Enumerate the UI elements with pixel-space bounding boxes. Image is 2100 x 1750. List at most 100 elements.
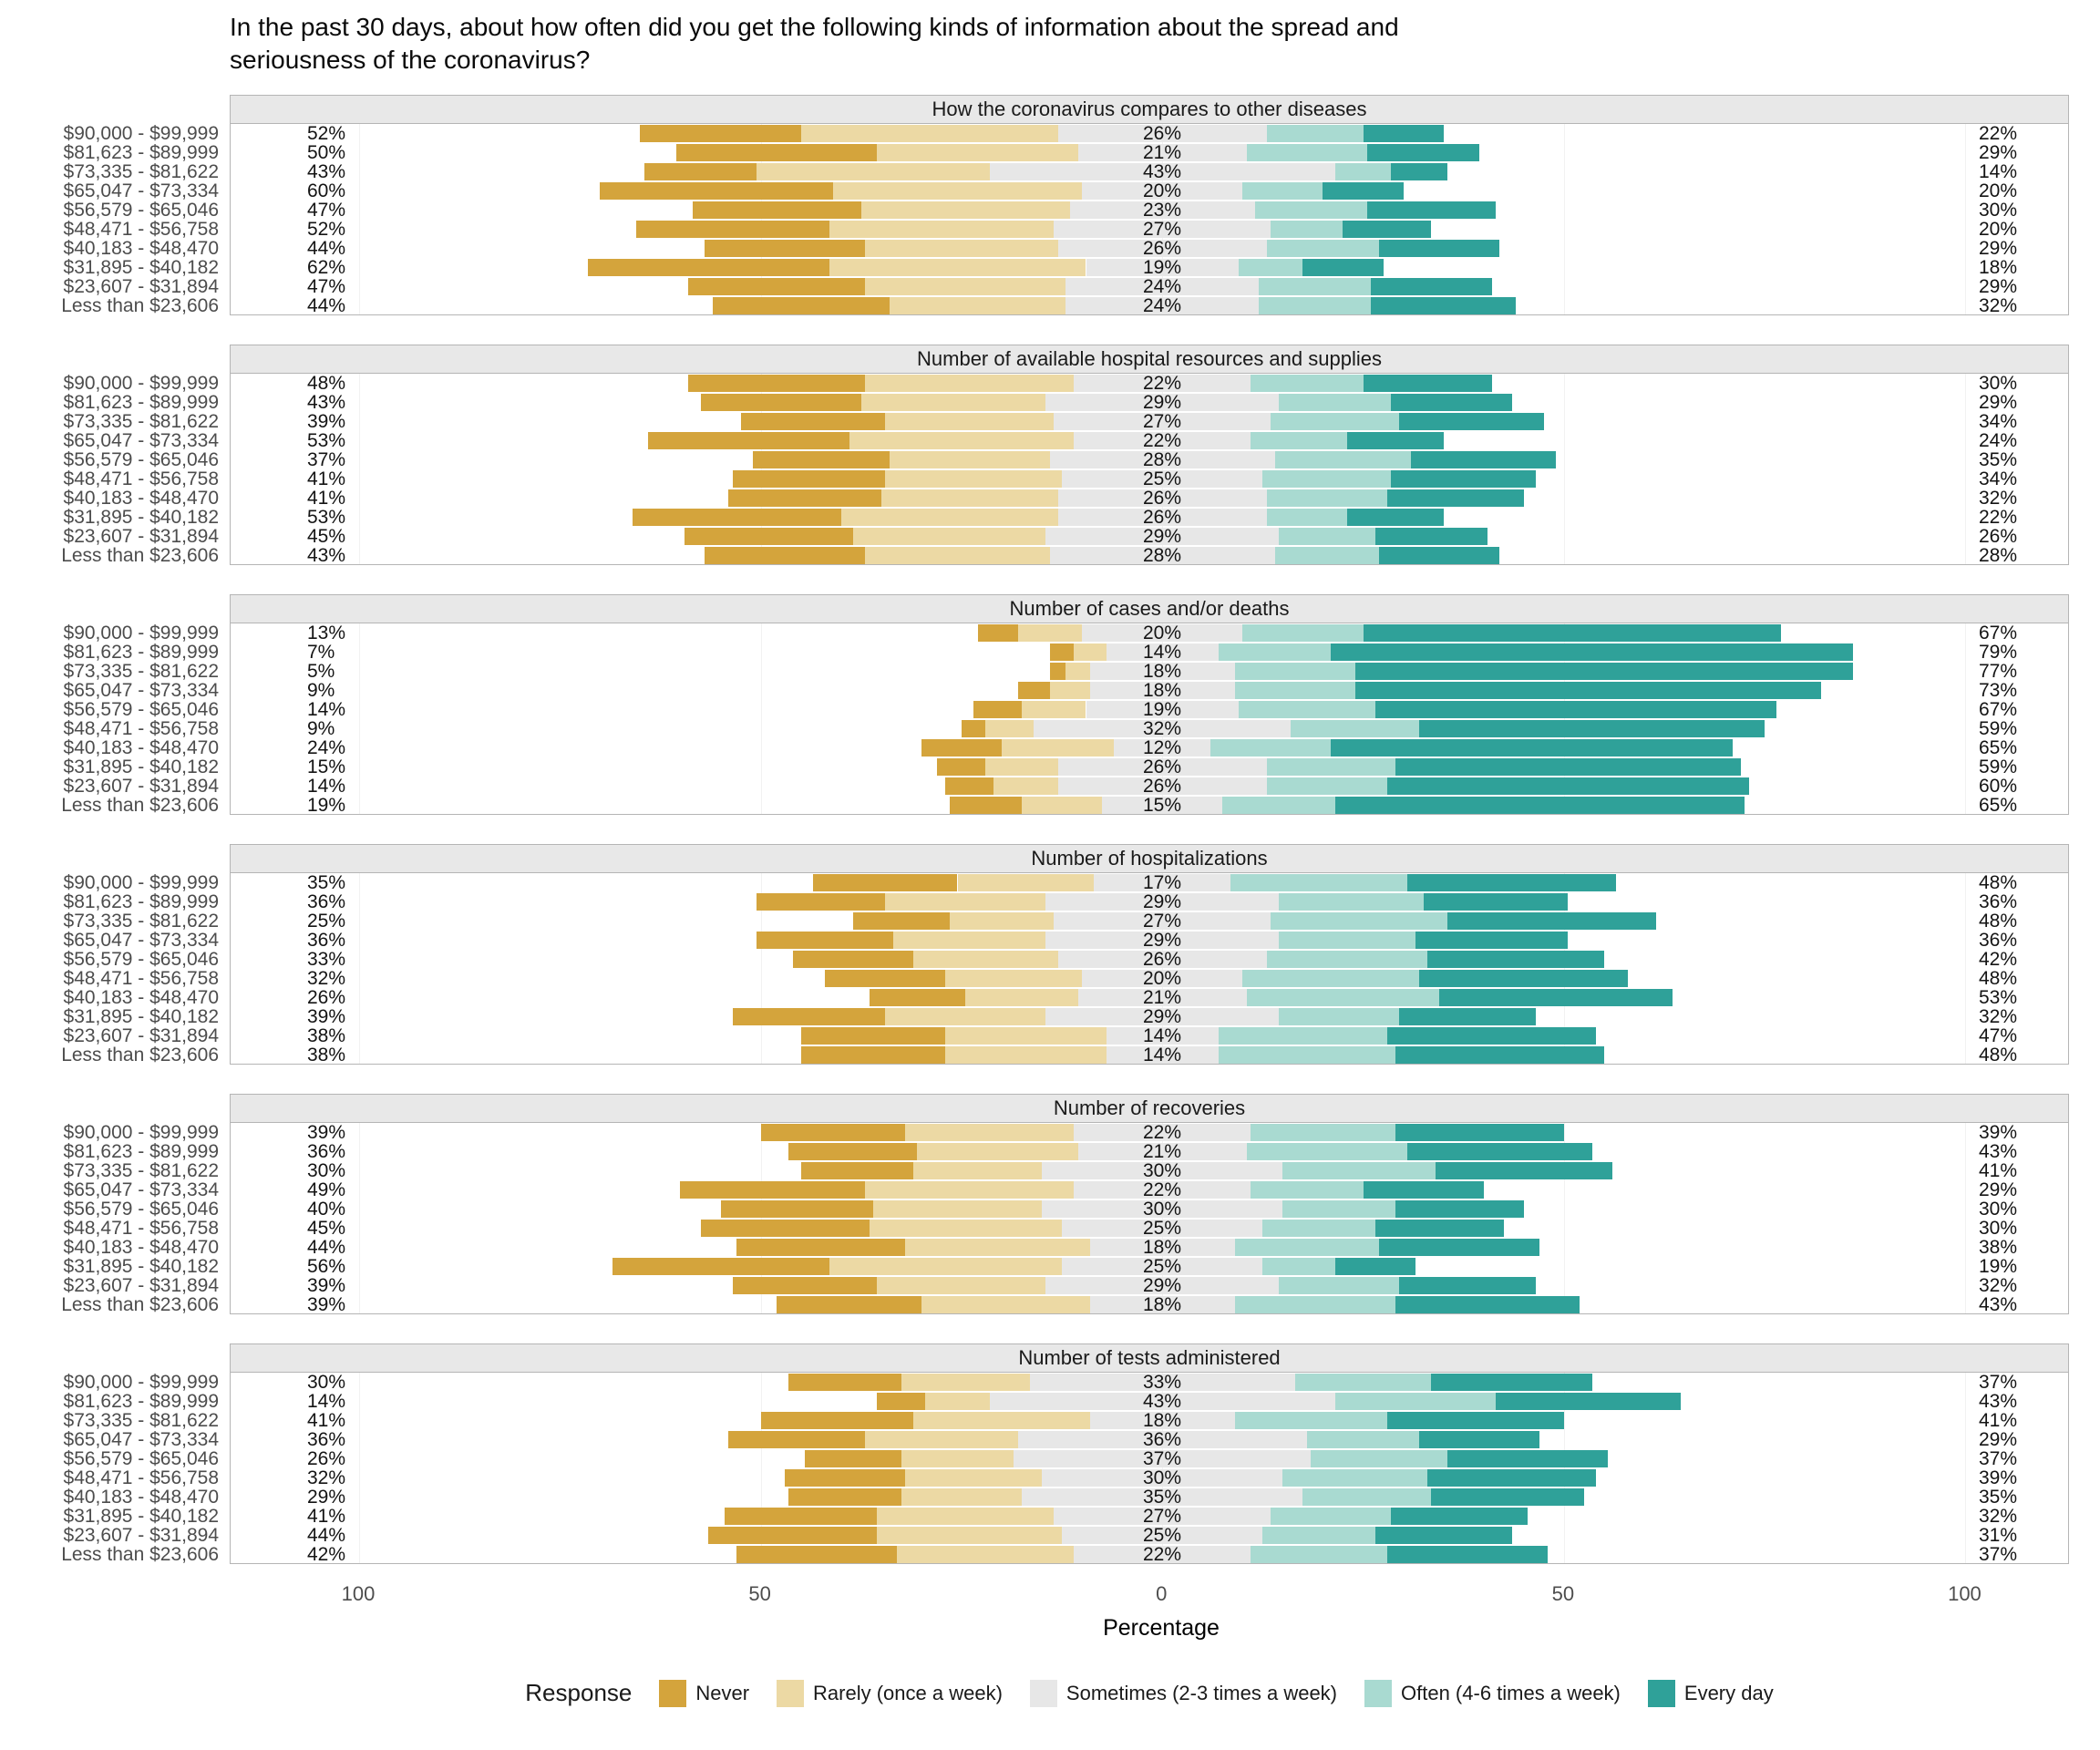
pct-label-low: 30% [307,1373,346,1393]
pct-label-low: 36% [307,1429,346,1450]
pct-label-low: 19% [307,795,346,815]
bar-segment-rarely [1017,624,1083,642]
income-category-label: $56,579 - $65,046 [63,949,219,970]
x-axis-tick: 100 [1948,1582,1982,1605]
bar-segment-rarely [913,1162,1043,1179]
legend-swatch-often-4-6-times-a-week- [1364,1679,1393,1707]
bar-segment-everyday [1386,1546,1549,1563]
pct-label-mid: 18% [1142,680,1182,701]
bar-segment-rarely [860,394,1046,411]
bar-segment-never [704,547,866,564]
bar-segment-everyday [1363,624,1781,642]
pct-label-high: 48% [1978,911,2017,932]
gridline [760,873,762,1064]
pct-label-mid: 27% [1142,911,1182,932]
bar-segment-sometimes [1045,932,1279,949]
income-category-label: $90,000 - $99,999 [63,373,219,394]
bar-segment-everyday [1386,1027,1597,1045]
income-category-label: $73,335 - $81,622 [63,661,219,682]
pct-label-low: 5% [307,661,335,682]
bar-segment-everyday [1366,201,1496,219]
bar-segment-sometimes [1057,240,1267,257]
bar-segment-rarely [949,912,1055,930]
bar-segment-rarely [1001,739,1115,757]
bar-row: 50% 21% 29% [231,143,2068,162]
pct-label-mid: 14% [1142,1045,1182,1065]
bar-segment-everyday [1427,1469,1597,1487]
bar-row: 14% 43% 43% [231,1392,2068,1411]
pct-label-mid: 22% [1142,430,1182,451]
pct-label-low: 60% [307,180,346,201]
bar-row: 41% 26% 32% [231,489,2068,508]
income-category-label: $23,607 - $31,894 [63,276,219,297]
bar-segment-sometimes [1017,1431,1307,1448]
pct-label-low: 45% [307,526,346,547]
pct-label-high: 22% [1978,507,2017,528]
gridline [1965,873,1967,1064]
income-category-label: $81,623 - $89,999 [63,891,219,912]
pct-label-low: 39% [307,411,346,432]
bar-segment-often [1274,547,1380,564]
bar-segment-everyday [1395,1124,1564,1141]
bar-segment-rarely [829,259,1086,276]
bar-segment-often [1282,1162,1436,1179]
bar-row: 44% 18% 38% [231,1238,2068,1257]
bar-segment-rarely [1022,701,1086,718]
bar-segment-often [1251,432,1347,449]
pct-label-high: 79% [1978,642,2017,663]
bar-segment-often [1271,1508,1392,1525]
bar-segment-never [720,1200,873,1218]
bar-segment-everyday [1495,1393,1681,1410]
bar-row: 25% 27% 48% [231,911,2068,931]
bar-segment-never [732,1277,878,1294]
bar-segment-everyday [1395,1046,1604,1064]
bar-row: 7% 14% 79% [231,643,2068,662]
bar-row: 44% 26% 29% [231,239,2068,258]
bar-segment-often [1262,1258,1335,1275]
bar-segment-rarely [965,989,1078,1006]
pct-label-high: 31% [1978,1525,2017,1546]
bar-segment-everyday [1363,1181,1484,1199]
bar-segment-often [1234,1239,1380,1256]
pct-label-high: 43% [1978,1141,2017,1162]
gridline [1965,1123,1967,1313]
bar-segment-often [1266,509,1347,526]
bar-row: 36% 36% 29% [231,1430,2068,1449]
bar-segment-everyday [1354,682,1821,699]
pct-label-low: 50% [307,142,346,163]
bar-segment-never [708,1527,878,1544]
bar-segment-rarely [885,893,1046,911]
pct-label-low: 9% [307,680,335,701]
bar-segment-sometimes [1074,432,1251,449]
bar-segment-everyday [1379,240,1500,257]
legend-item-label: Sometimes (2-3 times a week) [1065,1681,1338,1704]
bar-segment-rarely [1022,797,1103,814]
bar-segment-often [1246,989,1440,1006]
gridline [358,124,360,314]
bar-segment-never [945,777,994,795]
income-category-label: $73,335 - $81,622 [63,411,219,432]
bar-segment-sometimes [1074,1181,1251,1199]
bar-row: 39% 29% 32% [231,1007,2068,1026]
pct-label-low: 52% [307,219,346,240]
x-axis-title: Percentage [230,1615,2069,1644]
panel: Number of cases and/or deaths 13% 20% 67% 7%… [61,594,2069,815]
pct-label-high: 41% [1978,1160,2017,1181]
pct-label-high: 35% [1978,449,2017,470]
pct-label-mid: 22% [1142,1179,1182,1200]
bar-segment-sometimes [1082,970,1243,987]
pct-label-mid: 32% [1142,718,1182,739]
bar-segment-often [1246,1143,1407,1160]
bar-segment-never [700,1220,870,1237]
pct-label-high: 28% [1978,545,2017,565]
bar-segment-never [736,1239,906,1256]
pct-label-low: 7% [307,642,335,663]
bar-segment-rarely [885,413,1055,430]
income-category-label: $40,183 - $48,470 [63,1237,219,1258]
x-axis: 100 50 0 50 100 [230,1580,2069,1606]
legend: Response Never Rarely (once a week) Someti… [230,1679,2069,1707]
pct-label-high: 30% [1978,1218,2017,1239]
gridline [760,623,762,814]
legend-swatch-every-day [1647,1679,1675,1707]
bar-segment-often [1251,375,1364,392]
